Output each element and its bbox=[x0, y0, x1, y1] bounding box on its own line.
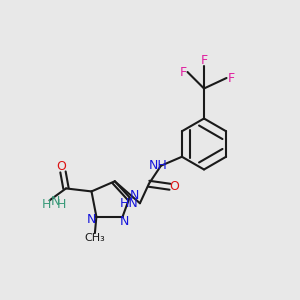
Text: NH: NH bbox=[148, 159, 167, 172]
Text: H: H bbox=[42, 198, 51, 212]
Text: HN: HN bbox=[120, 197, 138, 210]
Text: CH₃: CH₃ bbox=[85, 232, 105, 243]
Text: N: N bbox=[51, 195, 60, 208]
Text: F: F bbox=[179, 65, 187, 79]
Text: N: N bbox=[87, 213, 97, 226]
Text: F: F bbox=[227, 71, 235, 85]
Text: H: H bbox=[57, 198, 66, 212]
Text: N: N bbox=[119, 214, 129, 228]
Text: O: O bbox=[169, 180, 179, 193]
Text: O: O bbox=[57, 160, 66, 173]
Text: F: F bbox=[200, 53, 208, 67]
Text: N: N bbox=[129, 190, 139, 202]
